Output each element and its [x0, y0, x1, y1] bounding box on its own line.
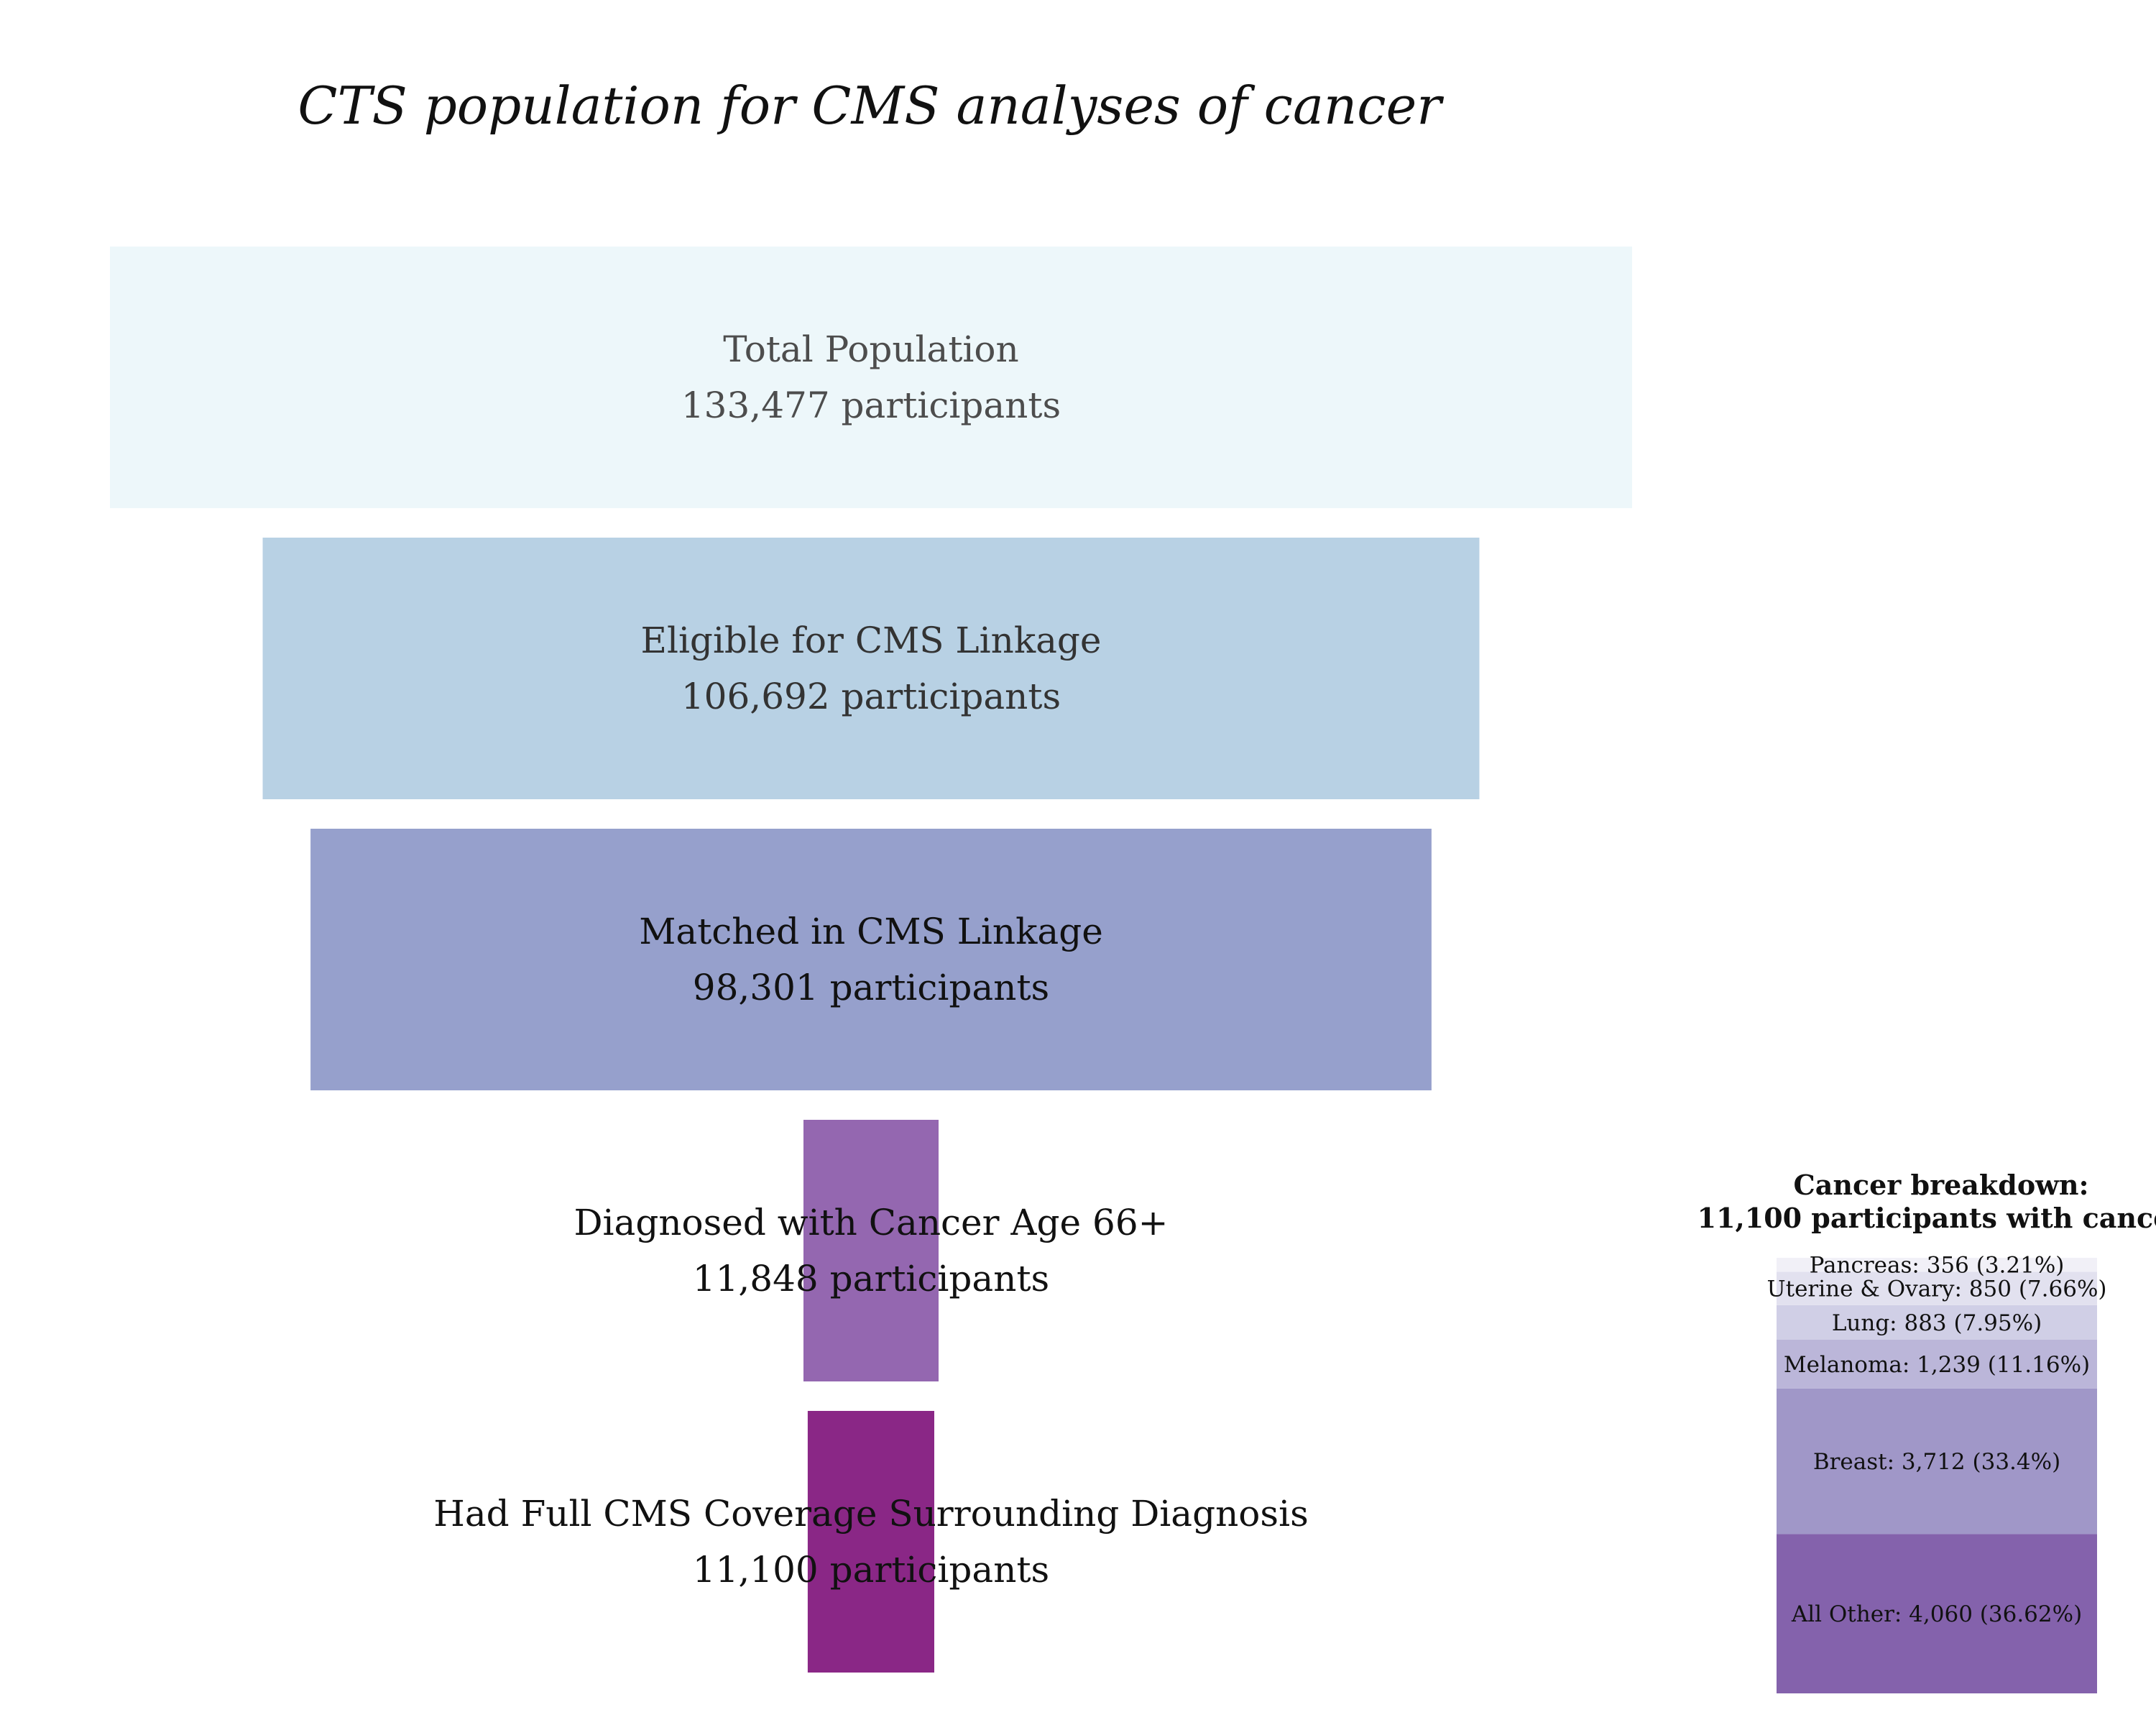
- funnel-stage-label: Eligible for CMS Linkage: [640, 620, 1101, 661]
- funnel-stage-label: Total Population: [723, 328, 1018, 370]
- funnel-stage-count: 106,692 participants: [681, 676, 1061, 717]
- breakdown-segment-label: Pancreas: 356 (3.21%): [1810, 1253, 2065, 1279]
- funnel-stage-count: 11,848 participants: [693, 1258, 1049, 1300]
- breakdown-title: Cancer breakdown:: [1793, 1169, 2088, 1201]
- breakdown-segment-label: Uterine & Ovary: 850 (7.66%): [1766, 1276, 2106, 1302]
- funnel-bar: [110, 247, 1632, 508]
- funnel-stage-count: 11,100 participants: [693, 1549, 1049, 1591]
- funnel-stage-label: Had Full CMS Coverage Surrounding Diagno…: [433, 1493, 1308, 1535]
- breakdown-segment-label: Melanoma: 1,239 (11.16%): [1784, 1352, 2090, 1378]
- breakdown-segment-label: All Other: 4,060 (36.62%): [1791, 1601, 2082, 1627]
- funnel-bar: [263, 538, 1480, 799]
- cancer-breakdown: Cancer breakdown: 11,100 participants wi…: [1697, 1169, 2156, 1693]
- breakdown-segment-label: Lung: 883 (7.95%): [1832, 1310, 2042, 1336]
- breakdown-segment-label: Breast: 3,712 (33.4%): [1813, 1449, 2060, 1475]
- funnel-bar: [803, 1120, 939, 1381]
- funnel-stages: Total Population 133,477 participants Elig…: [110, 247, 1632, 1673]
- funnel-bar: [310, 829, 1432, 1090]
- breakdown-subtitle: 11,100 participants with cancer: [1697, 1202, 2156, 1234]
- funnel-stage-label: Matched in CMS Linkage: [639, 911, 1103, 952]
- chart-title: CTS population for CMS analyses of cance…: [298, 75, 1444, 136]
- funnel-stage-label: Diagnosed with Cancer Age 66+: [573, 1202, 1168, 1243]
- funnel-bar: [808, 1411, 934, 1673]
- funnel-stage-count: 133,477 participants: [681, 385, 1061, 426]
- funnel-stage-count: 98,301 participants: [693, 967, 1049, 1008]
